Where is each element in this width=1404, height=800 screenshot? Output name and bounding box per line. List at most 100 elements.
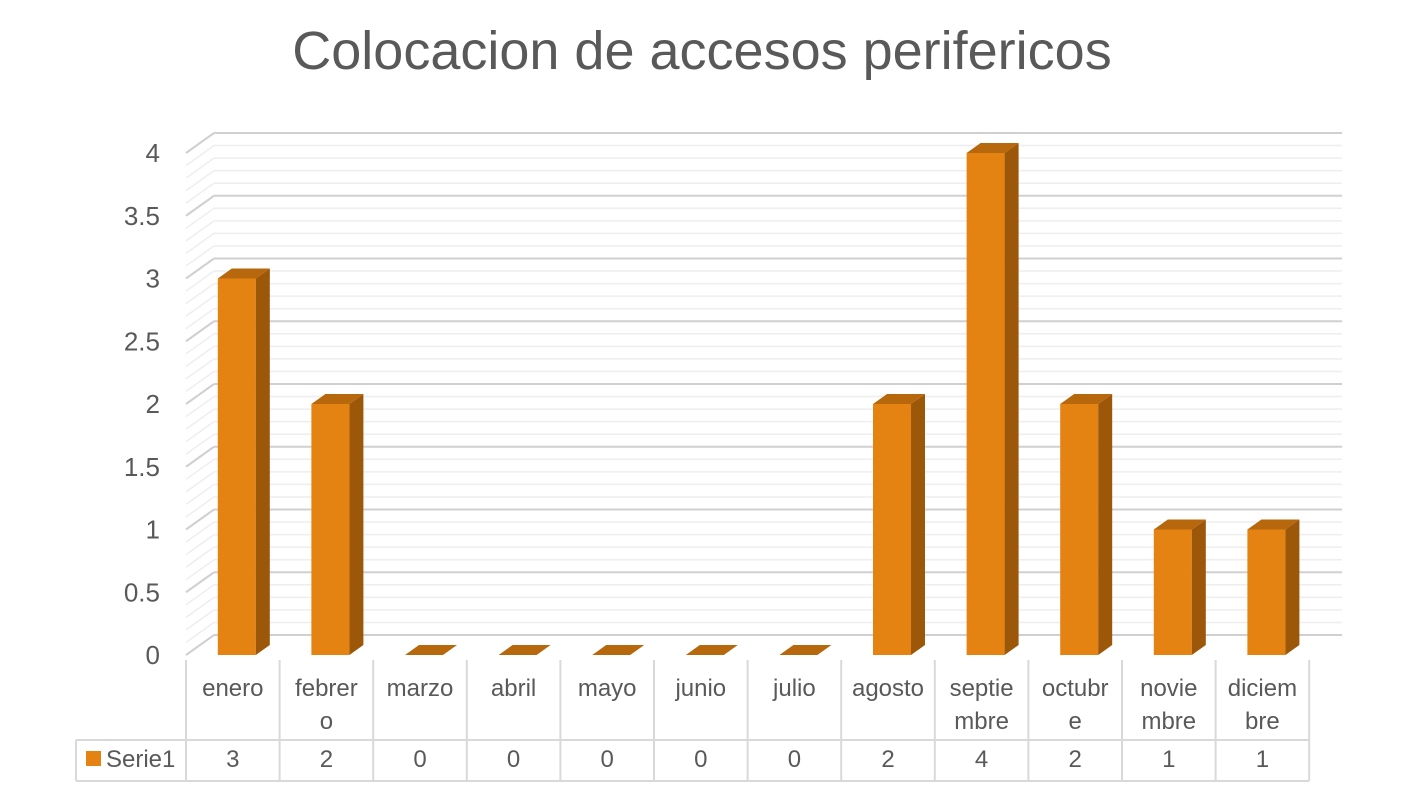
bar — [1060, 394, 1113, 655]
gridline-side — [185, 320, 215, 343]
gridline-side — [185, 270, 215, 292]
bar-front — [966, 153, 1005, 655]
y-tick-label: 1 — [146, 515, 160, 545]
x-tick-label: mbre — [954, 708, 1009, 735]
gridline-side — [185, 383, 215, 405]
bar-top — [685, 645, 738, 655]
x-tick-label: junio — [674, 675, 726, 702]
gridline-side — [185, 157, 215, 179]
gridline-side — [185, 358, 215, 380]
bar — [1153, 519, 1206, 655]
gridline-side — [185, 609, 215, 631]
bar-top — [1153, 519, 1206, 530]
gridline-side — [185, 144, 215, 167]
x-tick-label: bre — [1245, 708, 1280, 735]
x-tick-label: o — [320, 708, 333, 735]
bar-front — [217, 278, 256, 655]
gridline-side — [185, 232, 215, 255]
data-table: enero febrer o marzo abril mayo junio julio agos… — [75, 660, 1311, 782]
bar — [592, 645, 645, 655]
gridline-side — [185, 220, 215, 242]
bar — [779, 645, 832, 655]
y-tick-label: 1.5 — [124, 452, 160, 482]
gridline-side — [185, 584, 215, 606]
data-value-label: 2 — [881, 746, 894, 773]
gridline-side — [185, 345, 215, 367]
gridline-side — [185, 333, 215, 355]
gridline-side — [185, 207, 215, 229]
gridline-side — [185, 282, 215, 305]
data-value-label: 1 — [1256, 746, 1269, 773]
y-tick-label: 3.5 — [124, 201, 160, 231]
gridline-side — [185, 182, 215, 204]
bar-top — [311, 394, 364, 404]
gridline-side — [185, 132, 215, 154]
y-tick-label: 0 — [146, 640, 160, 670]
bar-front — [873, 404, 911, 655]
gridline-side — [185, 571, 215, 594]
gridline-side — [185, 634, 215, 656]
data-value-label: 2 — [1069, 746, 1082, 773]
legend-swatch — [86, 751, 101, 766]
x-tick-label: abril — [491, 675, 536, 702]
bar — [405, 645, 457, 655]
legend-label: Serie1 — [106, 746, 175, 773]
bar — [1247, 519, 1300, 655]
x-tick-label: marzo — [387, 675, 454, 702]
x-tick-label: octubr — [1042, 675, 1109, 702]
bar-front — [1247, 529, 1286, 655]
gridline-side — [185, 496, 215, 518]
gridline-side — [185, 445, 215, 468]
x-tick-label: mayo — [578, 675, 637, 702]
data-value-label: 0 — [507, 746, 520, 773]
data-value-label: 0 — [413, 746, 426, 773]
bar-top — [873, 394, 925, 404]
data-value-label: 1 — [1162, 746, 1175, 773]
gridline-side — [185, 559, 215, 581]
data-value-label: 2 — [320, 746, 333, 773]
y-tick-label: 2 — [146, 389, 160, 419]
x-tick-label: septie — [950, 675, 1014, 702]
bar-side — [911, 394, 925, 655]
y-tick-label: 2.5 — [124, 326, 160, 356]
gridline-side — [185, 245, 215, 267]
bar-side — [349, 394, 364, 655]
bar — [966, 143, 1019, 655]
gridline-side — [185, 370, 215, 393]
bar — [311, 394, 364, 655]
bar-top — [217, 268, 270, 279]
x-tick-label: agosto — [852, 675, 924, 702]
bar — [873, 394, 925, 655]
bar-top — [592, 645, 645, 655]
bar-front — [1153, 529, 1192, 655]
bar-side — [1098, 394, 1113, 655]
x-tick-label: novie — [1140, 675, 1197, 702]
bar-top — [779, 645, 832, 655]
gridline-side — [185, 433, 215, 455]
bar — [498, 645, 551, 655]
gridline-side — [185, 546, 215, 568]
chart-title: Colocacion de accesos perifericos — [292, 21, 1112, 81]
bar — [685, 645, 738, 655]
x-tick-label: enero — [202, 675, 263, 702]
bar-top — [1060, 394, 1113, 404]
data-value-label: 0 — [788, 746, 801, 773]
bar-top — [1247, 519, 1300, 530]
x-tick-label: diciem — [1228, 675, 1297, 702]
gridline-side — [185, 308, 215, 330]
gridline-side — [185, 194, 215, 217]
gridline-side — [185, 295, 215, 317]
data-value-label: 3 — [226, 746, 239, 773]
gridline-side — [185, 621, 215, 644]
bar-side — [1004, 143, 1019, 655]
gridline-side — [185, 257, 215, 280]
bar-front — [311, 404, 350, 655]
y-tick-label: 4 — [146, 138, 160, 168]
data-value-label: 0 — [601, 746, 614, 773]
gridline-side — [185, 596, 215, 618]
y-axis: 0 0.5 1 1.5 2 2.5 3 3.5 4 — [124, 138, 160, 670]
gridline-side — [185, 421, 215, 443]
gridline-side — [185, 170, 215, 192]
